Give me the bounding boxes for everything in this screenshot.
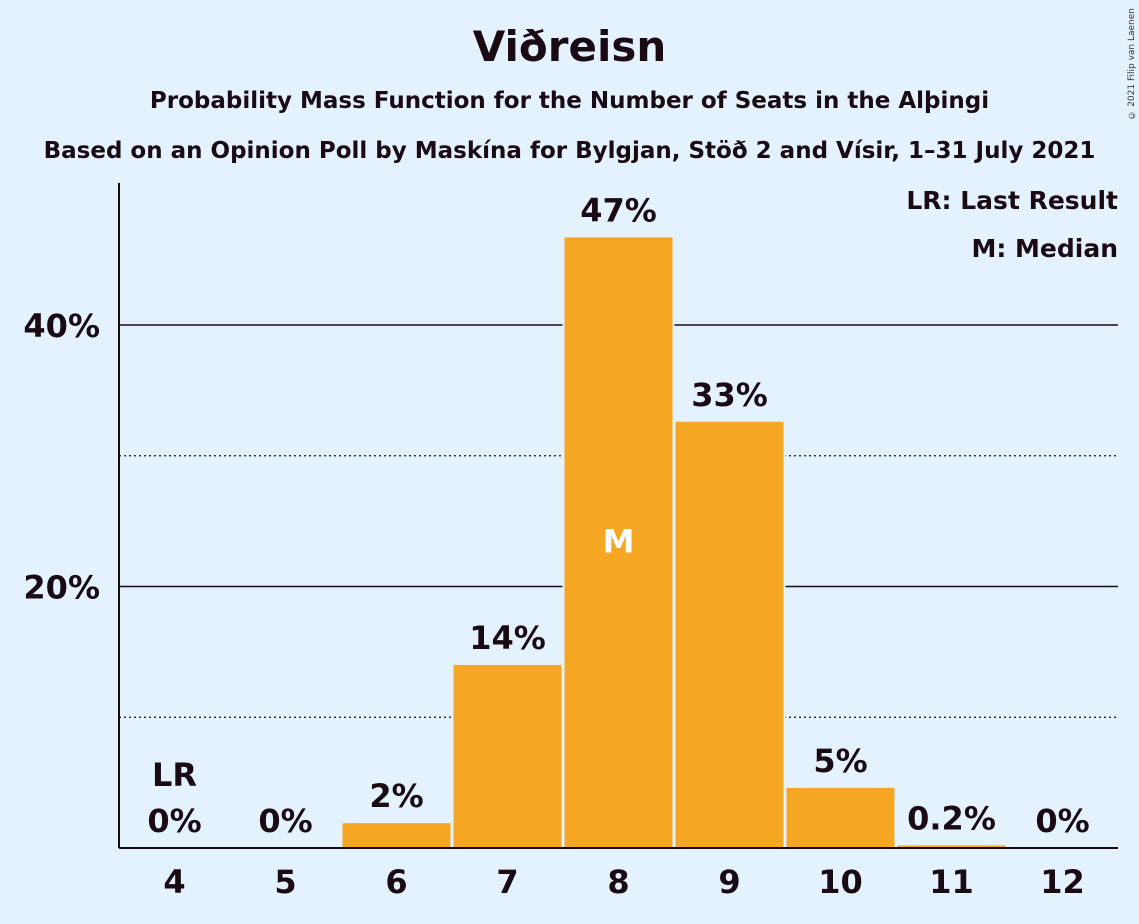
last-result-marker: LR — [152, 756, 197, 794]
data-label-11: 0.2% — [907, 799, 996, 837]
bar-9 — [675, 421, 784, 848]
x-tick-label: 12 — [1040, 863, 1085, 901]
chart-subtitle: Probability Mass Function for the Number… — [149, 88, 990, 114]
axes: 20% 40% 4 5 6 7 8 9 10 11 12 — [23, 183, 1118, 901]
data-label-7: 14% — [469, 619, 546, 657]
data-label-5: 0% — [258, 802, 312, 840]
data-labels: 0% LR 0% 2% 14% 47% M 33% 5% 0.2% 0% — [147, 191, 1089, 840]
x-tick-label: 9 — [718, 863, 740, 901]
data-label-6: 2% — [369, 777, 423, 815]
chart-title: Viðreisn — [472, 22, 667, 71]
chart-source: Based on an Opinion Poll by Maskína for … — [43, 138, 1096, 164]
data-label-8: 47% — [580, 191, 657, 229]
bar-10 — [786, 787, 895, 848]
x-tick-label: 10 — [818, 863, 863, 901]
x-tick-label: 7 — [496, 863, 518, 901]
legend-last-result: LR: Last Result — [906, 186, 1118, 215]
data-label-12: 0% — [1035, 802, 1089, 840]
data-label-9: 33% — [691, 376, 768, 414]
bar-6 — [342, 823, 451, 848]
median-marker: M — [603, 523, 635, 561]
x-tick-label: 5 — [274, 863, 296, 901]
legend-median: M: Median — [971, 234, 1118, 263]
y-tick-label: 40% — [23, 307, 100, 345]
bar-8 — [564, 237, 673, 848]
data-label-10: 5% — [813, 742, 867, 780]
bar-7 — [453, 664, 562, 848]
bar-11 — [897, 845, 1006, 848]
data-label-4: 0% — [147, 802, 201, 840]
x-tick-label: 4 — [163, 863, 185, 901]
y-tick-label: 20% — [23, 569, 100, 607]
x-tick-label: 11 — [929, 863, 974, 901]
x-tick-label: 6 — [385, 863, 407, 901]
bars — [340, 235, 1008, 848]
x-tick-label: 8 — [607, 863, 629, 901]
